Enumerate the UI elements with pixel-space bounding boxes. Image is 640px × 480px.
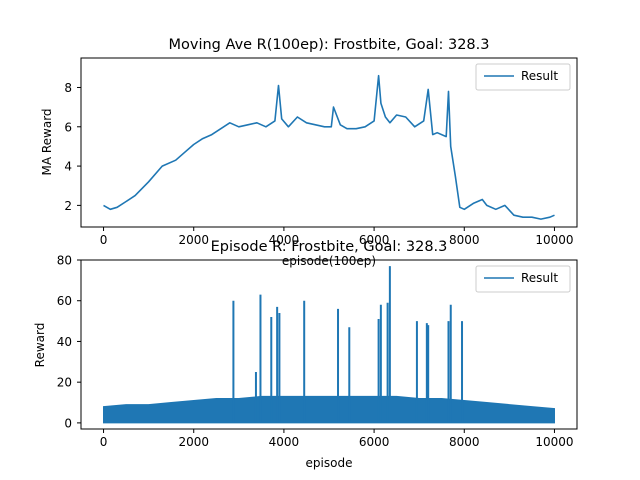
chart-1: Moving Ave R(100ep): Frostbite, Goal: 32…: [40, 37, 578, 268]
chart-1-legend-box: [475, 63, 571, 91]
chart-2-plot-frame: [80, 259, 578, 430]
chart-1-x-tick-label: 8000: [449, 233, 480, 247]
chart-2-legend: Result: [475, 265, 571, 293]
chart-1-x-axis: 0 2000 4000 6000 8000 10000: [100, 227, 574, 247]
chart-1-legend: Result: [475, 63, 571, 91]
chart-2-x-tick-label: 2000: [178, 435, 209, 449]
chart-2-x-tick-label: 6000: [359, 435, 390, 449]
chart-1-y-tick-label: 6: [64, 120, 72, 134]
chart-1-result-line: [103, 74, 555, 220]
chart-2-x-axis: 0 2000 4000 6000 8000 10000: [100, 429, 574, 449]
chart-1-title: Moving Ave R(100ep): Frostbite, Goal: 32…: [169, 37, 490, 53]
chart-1-x-tick-label: 2000: [178, 233, 209, 247]
chart-2-x-tick-label: 8000: [449, 435, 480, 449]
chart-2-legend-label: Result: [521, 271, 558, 285]
chart-2-title: Episode R: Frostbite, Goal: 328.3: [211, 239, 448, 255]
chart-1-y-tick-label: 2: [64, 199, 72, 213]
chart-2-series-result: [103, 266, 555, 424]
chart-1-legend-label: Result: [521, 69, 558, 83]
chart-2-x-tick-label: 10000: [535, 435, 573, 449]
chart-1-y-tick-label: 4: [64, 160, 72, 174]
chart-2-y-tick-label: 40: [57, 335, 72, 349]
chart-2-y-tick-label: 80: [57, 254, 72, 268]
chart-1-y-tick-label: 8: [64, 81, 72, 95]
chart-1-x-tick-label: 4000: [269, 233, 300, 247]
chart-1-y-axis: 2 4 6 8: [64, 81, 81, 213]
chart-1-x-tick-label: 0: [100, 233, 108, 247]
chart-1-x-tick-label: 10000: [535, 233, 573, 247]
chart-2-x-tick-label: 0: [100, 435, 108, 449]
chart-2-y-tick-label: 0: [64, 416, 72, 430]
chart-2-y-tick-label: 20: [57, 376, 72, 390]
chart-2-legend-box: [475, 265, 571, 293]
chart-1-y-axis-label: MA Reward: [40, 108, 54, 175]
chart-2-x-axis-label: episode: [306, 456, 353, 470]
chart-1-x-axis-label: episode(100ep): [282, 254, 376, 268]
chart-2-y-axis-label: Reward: [33, 323, 47, 368]
chart-1-plot-frame: [80, 57, 578, 228]
chart-1-x-tick-label: 6000: [359, 233, 390, 247]
chart-2-y-tick-label: 60: [57, 294, 72, 308]
chart-1-series-result: [103, 74, 555, 220]
chart-2: 0 2000 4000 6000 8000 10000 0 20 40 60 80 Episode…: [33, 239, 578, 470]
chart-2-y-axis: 0 20 40 60 80: [57, 254, 81, 430]
chart-2-x-tick-label: 4000: [269, 435, 300, 449]
